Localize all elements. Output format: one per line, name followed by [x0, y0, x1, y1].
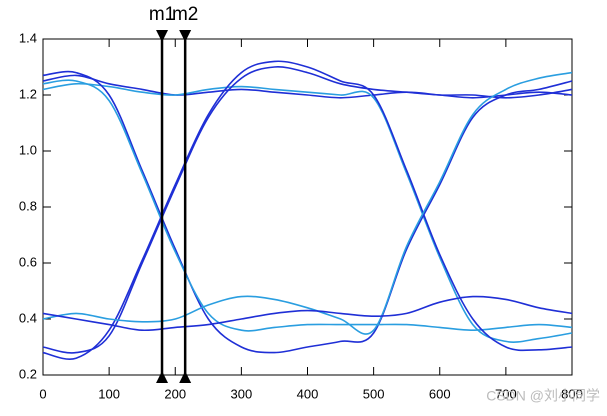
marker-arrow — [156, 371, 169, 383]
x-tick-label: 100 — [98, 386, 120, 401]
marker-arrow — [179, 30, 192, 42]
x-tick-label: 0 — [39, 386, 46, 401]
trace — [42, 82, 573, 343]
trace — [42, 70, 573, 354]
x-tick-label: 300 — [231, 386, 253, 401]
marker-arrow — [156, 30, 169, 42]
x-tick-label: 800 — [561, 386, 583, 401]
x-tick-label: 500 — [363, 386, 385, 401]
marker-label: m1 — [149, 4, 175, 25]
y-tick-label: 0.2 — [19, 366, 37, 381]
trace — [42, 60, 573, 360]
x-tick-label: 400 — [297, 386, 319, 401]
marker-label: m2 — [172, 4, 198, 25]
trace — [42, 66, 573, 354]
trace — [42, 74, 573, 99]
trace — [42, 295, 573, 332]
y-tick-label: 0.6 — [19, 254, 37, 269]
x-tick-label: 200 — [164, 386, 186, 401]
y-tick-label: 0.8 — [19, 198, 37, 213]
x-tick-label: 700 — [495, 386, 517, 401]
trace — [42, 79, 573, 332]
x-tick-label: 600 — [429, 386, 451, 401]
watermark: CSDN @刘小同学 — [486, 388, 600, 404]
trace — [42, 71, 573, 335]
marker-arrow — [179, 371, 192, 383]
y-tick-label: 1.4 — [19, 30, 37, 45]
y-tick-label: 1.0 — [19, 142, 37, 157]
y-tick-label: 1.2 — [19, 86, 37, 101]
y-tick-label: 0.4 — [19, 310, 37, 325]
